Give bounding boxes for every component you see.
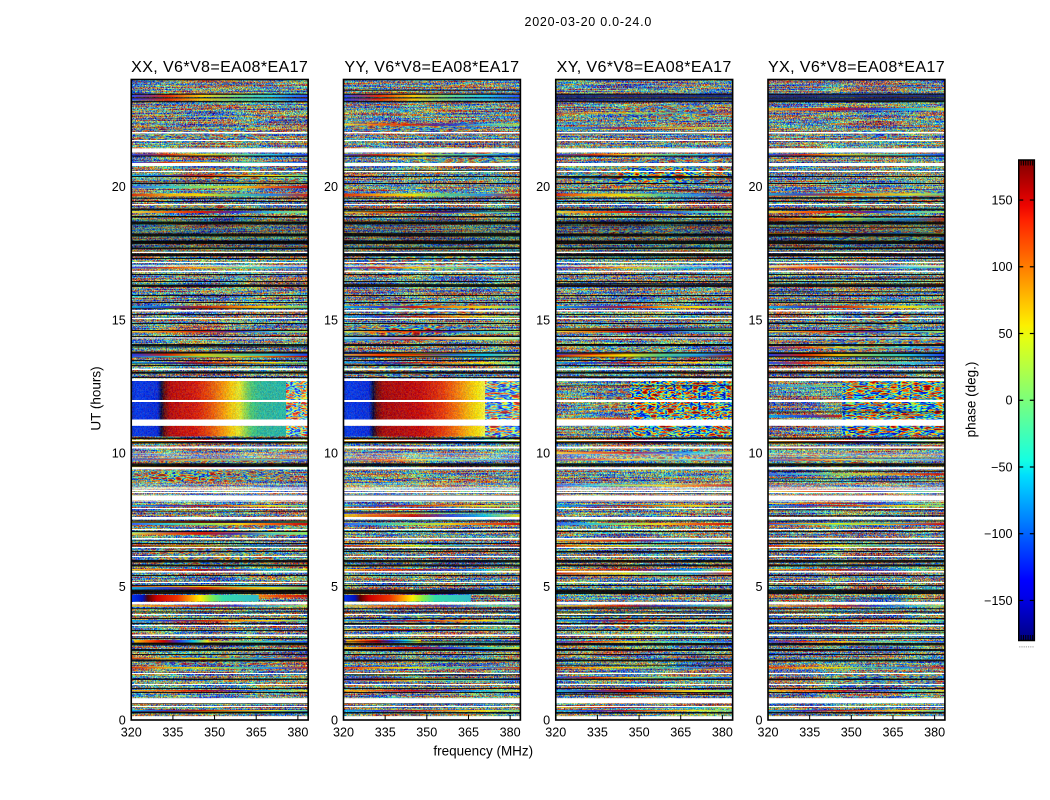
svg-text:0: 0 xyxy=(331,713,338,727)
svg-text:380: 380 xyxy=(924,726,945,740)
svg-text:0: 0 xyxy=(543,713,550,727)
svg-text:5: 5 xyxy=(755,580,762,594)
svg-text:5: 5 xyxy=(543,580,550,594)
svg-text:150: 150 xyxy=(991,193,1012,207)
svg-text:350: 350 xyxy=(416,726,437,740)
svg-text:350: 350 xyxy=(841,726,862,740)
svg-text:380: 380 xyxy=(712,726,733,740)
svg-text:20: 20 xyxy=(324,180,338,194)
svg-text:20: 20 xyxy=(536,180,550,194)
svg-text:XX, V6*V8=EA08*EA17: XX, V6*V8=EA08*EA17 xyxy=(131,58,308,76)
svg-text:380: 380 xyxy=(287,726,308,740)
svg-text:365: 365 xyxy=(670,726,691,740)
svg-text:320: 320 xyxy=(121,726,142,740)
svg-text:0: 0 xyxy=(1005,394,1012,408)
svg-text:20: 20 xyxy=(112,180,126,194)
svg-text:365: 365 xyxy=(458,726,479,740)
svg-text:320: 320 xyxy=(757,726,778,740)
svg-text:10: 10 xyxy=(112,447,126,461)
svg-text:10: 10 xyxy=(748,447,762,461)
svg-text:380: 380 xyxy=(500,726,521,740)
svg-text:YY, V6*V8=EA08*EA17: YY, V6*V8=EA08*EA17 xyxy=(344,58,519,76)
svg-text:5: 5 xyxy=(331,580,338,594)
svg-text:frequency (MHz): frequency (MHz) xyxy=(433,744,533,759)
svg-text:−50: −50 xyxy=(991,460,1012,474)
svg-text:335: 335 xyxy=(162,726,183,740)
svg-text:10: 10 xyxy=(324,447,338,461)
svg-text:15: 15 xyxy=(748,313,762,327)
svg-text:0: 0 xyxy=(119,713,126,727)
svg-text:15: 15 xyxy=(324,313,338,327)
svg-text:XY, V6*V8=EA08*EA17: XY, V6*V8=EA08*EA17 xyxy=(557,58,732,76)
svg-text:335: 335 xyxy=(799,726,820,740)
svg-text:UT (hours): UT (hours) xyxy=(89,366,104,430)
svg-text:335: 335 xyxy=(375,726,396,740)
svg-text:50: 50 xyxy=(998,327,1012,341)
svg-text:YX, V6*V8=EA08*EA17: YX, V6*V8=EA08*EA17 xyxy=(768,58,945,76)
svg-text:365: 365 xyxy=(882,726,903,740)
svg-text:320: 320 xyxy=(333,726,354,740)
svg-text:15: 15 xyxy=(112,313,126,327)
svg-text:phase (deg.): phase (deg.) xyxy=(964,362,979,438)
svg-text:5: 5 xyxy=(119,580,126,594)
svg-text:335: 335 xyxy=(587,726,608,740)
svg-text:2020-03-20 0.0-24.0: 2020-03-20 0.0-24.0 xyxy=(525,15,653,29)
svg-text:20: 20 xyxy=(748,180,762,194)
svg-text:−150: −150 xyxy=(984,594,1012,608)
svg-text:350: 350 xyxy=(204,726,225,740)
svg-text:15: 15 xyxy=(536,313,550,327)
svg-text:−100: −100 xyxy=(984,527,1012,541)
svg-text:100: 100 xyxy=(991,260,1012,274)
svg-text:10: 10 xyxy=(536,447,550,461)
svg-text:365: 365 xyxy=(246,726,267,740)
svg-text:320: 320 xyxy=(545,726,566,740)
svg-text:350: 350 xyxy=(629,726,650,740)
svg-text:0: 0 xyxy=(755,713,762,727)
